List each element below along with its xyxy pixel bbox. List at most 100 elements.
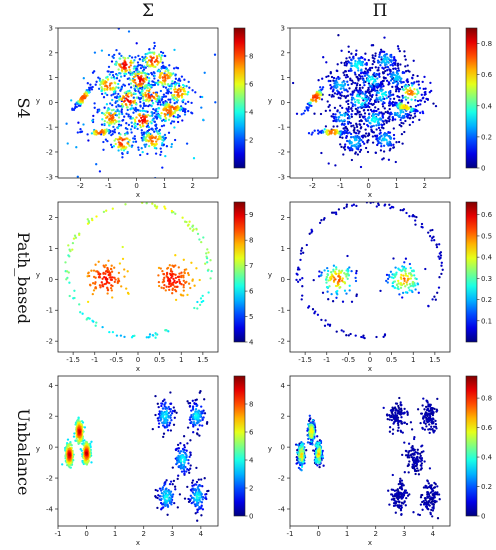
scatter-point bbox=[162, 435, 165, 439]
scatter-point bbox=[408, 282, 412, 286]
scatter-point bbox=[194, 488, 197, 491]
scatter-point bbox=[139, 66, 143, 70]
scatter-point bbox=[114, 137, 118, 141]
scatter-point bbox=[325, 61, 328, 64]
scatter-point bbox=[385, 58, 388, 62]
scatter-point bbox=[106, 292, 109, 295]
scatter-point bbox=[119, 89, 122, 92]
scatter-point bbox=[109, 114, 112, 118]
scatter-point bbox=[117, 110, 121, 113]
scatter-point bbox=[89, 86, 93, 89]
scatter-point bbox=[340, 87, 343, 90]
scatter-point bbox=[204, 262, 207, 265]
scatter-point bbox=[193, 306, 196, 310]
scatter-point bbox=[367, 132, 370, 135]
scatter-point bbox=[179, 442, 182, 445]
scatter-point bbox=[149, 85, 152, 88]
scatter-point bbox=[172, 265, 175, 268]
scatter-point bbox=[190, 409, 193, 412]
scatter-point bbox=[381, 119, 384, 123]
scatter-point bbox=[427, 231, 430, 234]
scatter-point bbox=[342, 71, 345, 74]
x-tick-label: 1 bbox=[179, 356, 183, 364]
scatter-point bbox=[121, 257, 125, 261]
scatter-point bbox=[166, 267, 169, 270]
scatter-point bbox=[186, 442, 189, 445]
scatter-point bbox=[377, 66, 380, 69]
scatter-point bbox=[151, 128, 154, 131]
scatter-point bbox=[419, 496, 423, 499]
scatter-point bbox=[202, 118, 205, 121]
colorbar-tick-label: 0 bbox=[481, 165, 485, 173]
x-tick-label: 2 bbox=[191, 182, 195, 190]
scatter-point bbox=[381, 112, 384, 115]
scatter-point bbox=[357, 132, 360, 135]
scatter-point bbox=[388, 203, 391, 206]
scatter-point bbox=[163, 205, 166, 208]
scatter-point bbox=[364, 95, 367, 98]
scatter-point bbox=[415, 80, 419, 83]
scatter-point bbox=[143, 65, 146, 68]
scatter-point bbox=[337, 77, 340, 81]
scatter-point bbox=[300, 247, 304, 250]
scatter-point bbox=[104, 272, 107, 275]
scatter-point bbox=[415, 93, 419, 96]
scatter-point bbox=[176, 460, 180, 463]
scatter-point bbox=[391, 75, 394, 78]
scatter-point bbox=[341, 277, 344, 280]
scatter-point bbox=[338, 278, 341, 282]
scatter-point bbox=[400, 116, 403, 119]
scatter-point bbox=[155, 116, 158, 120]
scatter-point bbox=[172, 479, 176, 483]
scatter-point bbox=[122, 83, 125, 86]
scatter-point bbox=[351, 103, 355, 106]
scatter-point bbox=[186, 272, 190, 275]
scatter-point bbox=[332, 276, 336, 279]
scatter-point bbox=[295, 272, 298, 275]
scatter-points bbox=[295, 202, 444, 340]
scatter-point bbox=[331, 300, 335, 303]
scatter-point bbox=[131, 116, 135, 120]
scatter-point bbox=[363, 142, 366, 145]
scatter-point bbox=[72, 435, 76, 438]
scatter-point bbox=[139, 93, 142, 97]
scatter-point bbox=[176, 280, 179, 284]
scatter-point bbox=[178, 272, 181, 275]
scatter-point bbox=[168, 281, 171, 284]
scatter-point bbox=[102, 133, 105, 137]
scatter-point bbox=[340, 123, 344, 126]
scatter-point bbox=[169, 98, 172, 101]
scatter-point bbox=[355, 86, 358, 89]
scatter-point bbox=[85, 451, 88, 455]
scatter-point bbox=[350, 52, 353, 55]
scatter-point bbox=[361, 92, 365, 95]
scatter-point bbox=[101, 283, 104, 286]
scatter-point bbox=[189, 286, 192, 290]
scatter-point bbox=[165, 67, 168, 71]
scatter-point bbox=[136, 127, 139, 131]
scatter-point bbox=[326, 273, 330, 277]
scatter-point bbox=[106, 70, 109, 73]
scatter-point bbox=[309, 101, 312, 104]
scatter-point bbox=[338, 111, 341, 114]
scatter-point bbox=[165, 424, 169, 427]
scatter-point bbox=[124, 203, 127, 206]
scatter-point bbox=[397, 69, 401, 72]
scatter-point bbox=[377, 118, 380, 121]
scatter-point bbox=[162, 124, 166, 127]
scatter-point bbox=[404, 70, 408, 73]
scatter-point bbox=[99, 286, 102, 289]
scatter-point bbox=[389, 94, 392, 97]
scatter-points bbox=[61, 390, 210, 522]
scatter-point bbox=[108, 330, 111, 334]
scatter-point bbox=[407, 286, 410, 289]
scatter-point bbox=[169, 87, 173, 90]
scatter-point bbox=[353, 139, 357, 142]
scatter-point bbox=[397, 67, 400, 70]
scatter-point bbox=[160, 124, 164, 128]
scatter-point bbox=[78, 233, 81, 237]
scatter-point bbox=[389, 69, 392, 72]
scatter-point bbox=[106, 109, 109, 112]
scatter-point bbox=[163, 75, 166, 79]
scatter-point bbox=[120, 66, 124, 69]
